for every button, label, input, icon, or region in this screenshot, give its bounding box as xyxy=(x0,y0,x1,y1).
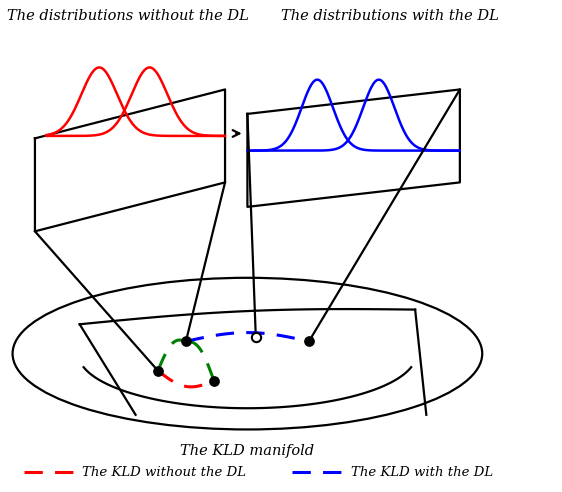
Point xyxy=(153,367,162,375)
Point xyxy=(305,338,314,345)
Text: The KLD without the DL: The KLD without the DL xyxy=(83,465,247,479)
Text: The distributions with the DL: The distributions with the DL xyxy=(281,9,499,23)
Point xyxy=(210,376,219,384)
Text: The KLD with the DL: The KLD with the DL xyxy=(351,465,493,479)
Text: The distributions without the DL: The distributions without the DL xyxy=(7,9,249,23)
Text: The KLD manifold: The KLD manifold xyxy=(180,444,315,458)
Point xyxy=(251,333,260,340)
Point xyxy=(182,338,191,345)
